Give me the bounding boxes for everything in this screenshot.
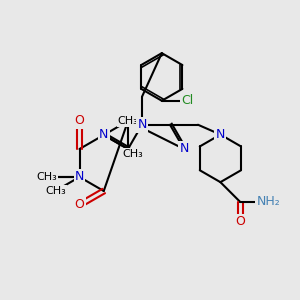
- Text: N: N: [99, 128, 108, 142]
- Text: O: O: [75, 115, 84, 128]
- Text: O: O: [235, 215, 245, 228]
- Text: N: N: [179, 142, 189, 155]
- Text: N: N: [137, 118, 147, 131]
- Text: N: N: [75, 170, 84, 184]
- Text: CH₃: CH₃: [36, 172, 57, 182]
- Text: N: N: [216, 128, 225, 141]
- Text: Cl: Cl: [181, 94, 193, 107]
- Text: O: O: [75, 199, 84, 212]
- Text: CH₃: CH₃: [123, 149, 143, 159]
- Text: CH₃: CH₃: [118, 116, 138, 126]
- Text: CH₃: CH₃: [45, 186, 66, 196]
- Text: NH₂: NH₂: [256, 196, 280, 208]
